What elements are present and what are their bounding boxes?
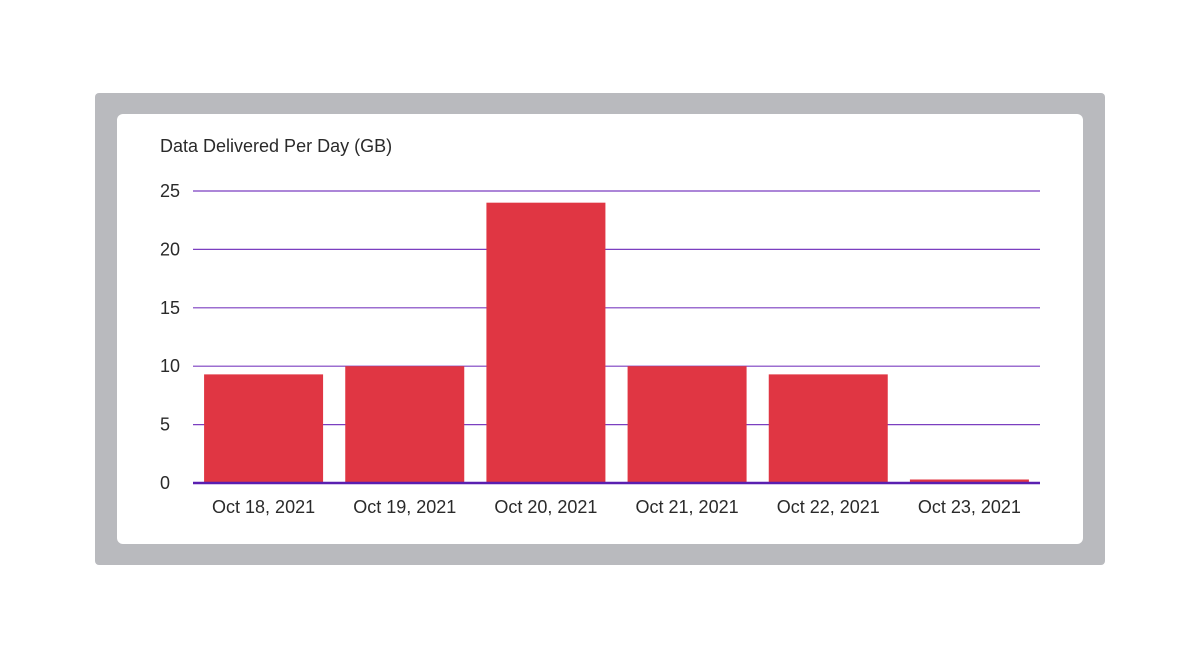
chart-title: Data Delivered Per Day (GB) (160, 136, 393, 156)
chart-card: Data Delivered Per Day (GB) 0 5 10 15 20 25 O… (117, 114, 1083, 544)
bar (204, 374, 324, 483)
chart-frame: Data Delivered Per Day (GB) 0 5 10 15 20 25 O… (95, 93, 1105, 565)
x-tick-label: Oct 19, 2021 (353, 497, 456, 517)
bar (768, 374, 888, 483)
y-tick-label: 10 (160, 356, 180, 376)
bar-chart: 0 5 10 15 20 25 Oct 18, 2021 Oct 19, 2021 Oct 2… (160, 181, 1040, 517)
y-tick-label: 25 (160, 181, 180, 201)
x-tick-label: Oct 23, 2021 (918, 497, 1021, 517)
bar (486, 202, 606, 483)
y-tick-label: 15 (160, 298, 180, 318)
y-tick-label: 5 (160, 415, 170, 435)
x-axis-ticks: Oct 18, 2021 Oct 19, 2021 Oct 20, 2021 Oct … (212, 497, 1021, 517)
x-tick-label: Oct 22, 2021 (777, 497, 880, 517)
y-tick-label: 0 (160, 473, 170, 493)
grid-lines (193, 190, 1040, 426)
y-axis-ticks: 0 5 10 15 20 25 (160, 181, 180, 493)
y-tick-label: 20 (160, 239, 180, 259)
x-tick-label: Oct 18, 2021 (212, 497, 315, 517)
bar (345, 366, 465, 483)
bar (909, 479, 1029, 483)
bars (204, 202, 1029, 483)
x-tick-label: Oct 21, 2021 (636, 497, 739, 517)
x-tick-label: Oct 20, 2021 (494, 497, 597, 517)
bar (627, 366, 747, 483)
